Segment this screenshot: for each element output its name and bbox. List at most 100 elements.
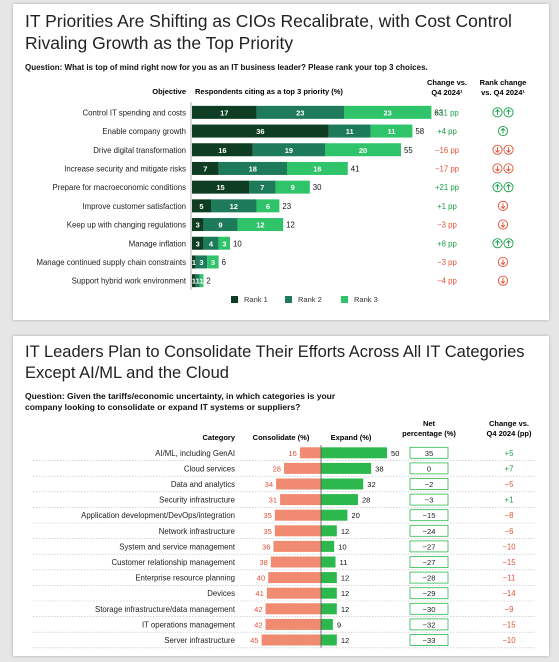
- consolidate-label: 16: [288, 449, 296, 458]
- net-box: [409, 618, 449, 631]
- change-value: −3 pp: [437, 258, 457, 267]
- segment-label: 3: [196, 239, 200, 248]
- change-value: −10: [502, 636, 516, 645]
- net-box: [409, 509, 449, 522]
- rank-down-icon: [497, 200, 509, 211]
- expand-label: 20: [351, 511, 359, 520]
- net-box: [409, 587, 449, 600]
- header-change: Q4 2024¹: [431, 88, 463, 97]
- total-label: 63: [434, 108, 443, 117]
- bar-segment: [192, 218, 204, 232]
- bar-segment: [192, 124, 329, 138]
- change-value: −15: [502, 558, 516, 567]
- consolidate-bar: [299, 447, 321, 459]
- expand-label: 11: [340, 558, 348, 567]
- bar-segment: [237, 218, 284, 232]
- legend-swatch: [285, 296, 292, 303]
- consolidate-label: 28: [273, 464, 281, 473]
- change-value: +7: [505, 464, 514, 473]
- bar-segment: [192, 143, 253, 157]
- rank-down-icon: [503, 144, 514, 155]
- consolidate-bar: [274, 509, 321, 521]
- header-net: Net: [423, 419, 436, 428]
- category-label: Manage inflation: [129, 239, 186, 248]
- change-value: +1: [505, 496, 514, 505]
- net-value: −15: [423, 511, 436, 520]
- bar-segment: [203, 218, 238, 232]
- category-label: Enterprise resource planning: [135, 574, 235, 583]
- rank-arrow: [506, 183, 511, 190]
- change-value: +5: [505, 449, 515, 458]
- net-value: 0: [427, 464, 431, 473]
- rank-arrow: [495, 165, 500, 172]
- segment-label: 1: [199, 277, 203, 286]
- rank-circle: [492, 144, 503, 155]
- segment-label: 9: [291, 183, 295, 192]
- segment-label: 11: [346, 127, 354, 136]
- net-value: −30: [423, 605, 436, 614]
- rank-up-icon: [503, 107, 514, 118]
- net-value: −33: [423, 636, 436, 645]
- priorities-chart: IT Priorities Are Shifting as CIOs Recal…: [25, 11, 526, 304]
- rank-circle: [503, 144, 514, 155]
- segment-label: 12: [230, 202, 238, 211]
- net-box: [409, 446, 449, 459]
- net-box: [409, 524, 449, 537]
- expand-bar: [321, 603, 337, 615]
- category-label: Cloud services: [184, 464, 235, 473]
- change-value: −6: [505, 527, 514, 536]
- rank-down-icon: [497, 275, 509, 286]
- header-expand: Expand (%): [331, 433, 372, 442]
- bar-segment: [370, 124, 413, 138]
- rank-up-icon: [492, 107, 503, 118]
- header-change: Change vs.: [489, 419, 529, 428]
- rank-arrow: [500, 127, 506, 134]
- segment-label: 7: [260, 183, 264, 192]
- rank-circle: [492, 182, 503, 193]
- net-box: [409, 634, 449, 646]
- total-label: 41: [351, 164, 360, 173]
- consolidate-bar: [265, 603, 321, 615]
- consolidate-label: 41: [255, 589, 263, 598]
- header-category: Category: [202, 433, 235, 442]
- segment-label: 3: [211, 258, 215, 267]
- expand-bar: [321, 494, 358, 506]
- bar-segment: [275, 180, 310, 194]
- chart-question: Question: What is top of mind right now …: [25, 63, 428, 72]
- expand-label: 9: [337, 620, 341, 629]
- change-value: −16 pp: [435, 146, 460, 155]
- total-label: 6: [222, 258, 226, 267]
- net-box: [409, 493, 449, 506]
- bar-segment: [192, 255, 196, 269]
- change-value: −8: [505, 511, 514, 520]
- net-value: −27: [423, 542, 436, 551]
- rank-down-icon: [497, 256, 509, 268]
- rank-circle: [503, 107, 514, 118]
- segment-label: 9: [218, 221, 222, 230]
- bar-segment: [192, 105, 257, 119]
- rank-arrow: [495, 239, 500, 246]
- category-label: AI/ML, including GenAI: [155, 449, 235, 458]
- rank-arrow: [506, 147, 511, 154]
- rank-circle: [497, 126, 509, 137]
- consolidate-bar: [280, 494, 321, 506]
- header-change: Q4 2024 (pp): [486, 429, 532, 438]
- segment-label: 20: [359, 146, 367, 155]
- expand-label: 12: [341, 589, 349, 598]
- segment-label: 3: [196, 221, 200, 230]
- segment-label: 3: [199, 258, 203, 267]
- chart-question: Question: Given the tariffs/economic unc…: [25, 391, 336, 401]
- category-label: Storage infrastructure/data management: [95, 605, 236, 614]
- consolidate-label: 36: [262, 542, 270, 551]
- total-label: 2: [206, 277, 210, 286]
- header-consolidate: Consolidate (%): [253, 433, 310, 442]
- change-value: +4 pp: [437, 127, 457, 136]
- bar-segment: [256, 105, 344, 119]
- expand-bar: [321, 525, 337, 537]
- bar-segment: [195, 255, 208, 269]
- expand-label: 38: [375, 464, 383, 473]
- net-value: −27: [423, 558, 436, 567]
- total-label: 12: [286, 221, 295, 230]
- consolidate-label: 45: [250, 636, 258, 645]
- expand-label: 12: [341, 636, 349, 645]
